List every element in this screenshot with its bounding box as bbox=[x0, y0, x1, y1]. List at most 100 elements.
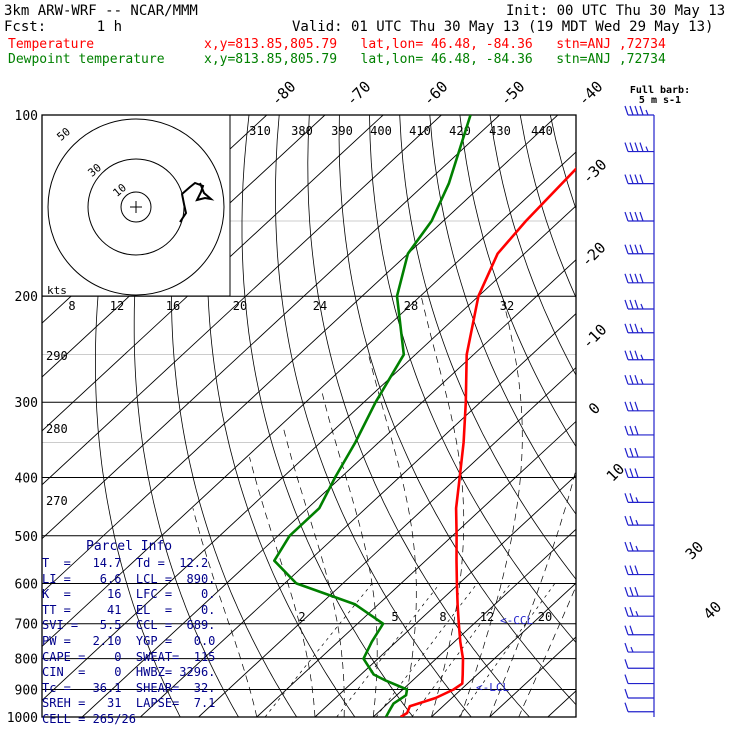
wind-barb bbox=[624, 174, 654, 185]
wind-barb-flag bbox=[624, 688, 629, 699]
dry-adiabat-line bbox=[241, 115, 414, 717]
wind-barb bbox=[624, 350, 654, 361]
wind-barb-flag bbox=[624, 374, 629, 385]
wind-barb-flag bbox=[634, 350, 639, 360]
hodograph-speed-label: 20 bbox=[233, 299, 247, 313]
wind-barb-flag bbox=[634, 565, 639, 575]
wind-barb-flag bbox=[624, 174, 629, 184]
parcel-row: SVI = 5.5 CCL = 689. bbox=[42, 618, 216, 633]
dry-adiabat-line bbox=[429, 115, 576, 515]
parcel-row: Tc = 36.1 SHEAR= 32. bbox=[42, 680, 216, 695]
wind-barb-half-flag bbox=[640, 378, 644, 385]
parcel-row: CELL = 265/26 bbox=[42, 711, 136, 726]
wind-barb bbox=[624, 105, 654, 116]
isotherm-line bbox=[42, 115, 442, 486]
isotherm-line bbox=[372, 528, 576, 717]
wind-barb bbox=[624, 587, 654, 597]
wind-barb-half-flag bbox=[635, 519, 639, 526]
isotherm-line bbox=[42, 205, 576, 701]
theta-label: 410 bbox=[409, 124, 431, 138]
hodograph-speed-label: 32 bbox=[500, 299, 514, 313]
temperature-legend-label: Temperature bbox=[8, 37, 95, 52]
model-title: 3km ARW-WRF -- NCAR/MMM bbox=[4, 3, 198, 19]
isotherm-label: -50 bbox=[497, 78, 529, 110]
parcel-row: CAPE = 0 SWEAT= 115 bbox=[42, 649, 216, 664]
forecast-hour: Fcst: 1 h bbox=[4, 19, 123, 35]
parcel-info-box: T = 14.7 Td = 12.2 LI = 6.6 LCL = 890. K… bbox=[42, 536, 230, 728]
wind-barb bbox=[624, 299, 654, 310]
wind-barb bbox=[624, 401, 654, 412]
wind-barb bbox=[624, 515, 654, 526]
wind-barb-half-flag bbox=[640, 303, 644, 310]
dewpoint-legend-label: Dewpoint temperature bbox=[8, 52, 165, 67]
parcel-info-title: Parcel Info bbox=[86, 539, 173, 554]
wind-barb bbox=[624, 425, 654, 436]
dry-adiabat-line bbox=[489, 115, 576, 376]
wind-barb-flag bbox=[629, 211, 634, 222]
isotherm-label: 30 bbox=[682, 538, 708, 564]
pressure-tick-label: 400 bbox=[15, 471, 38, 486]
wind-barb-flag bbox=[629, 587, 634, 597]
hodograph-trace bbox=[179, 181, 215, 223]
dry-adiabat-line bbox=[519, 115, 576, 299]
wind-barb bbox=[624, 493, 654, 503]
pressure-tick-label: 1000 bbox=[7, 711, 38, 726]
wind-barb-flag bbox=[624, 211, 629, 222]
dry-adiabat-line bbox=[275, 115, 472, 717]
wind-barb-flag bbox=[639, 273, 644, 283]
dry-adiabat-line bbox=[307, 115, 531, 717]
dry-adiabat-line bbox=[641, 115, 740, 730]
wind-barb-flag bbox=[624, 565, 629, 575]
pressure-tick-label: 200 bbox=[15, 290, 38, 305]
wind-barb-flag bbox=[624, 625, 629, 635]
dry-adiabat-line bbox=[611, 115, 740, 730]
wind-barb bbox=[624, 642, 654, 653]
hodograph-speed-label: 12 bbox=[110, 299, 124, 313]
wind-barb-flag bbox=[624, 642, 629, 653]
wind-barb-flag bbox=[629, 565, 634, 575]
moist-adiabat-line bbox=[321, 393, 378, 717]
hodograph-speed-label: 24 bbox=[313, 299, 327, 313]
wind-barb-flag bbox=[629, 515, 634, 526]
wind-barb bbox=[624, 447, 654, 458]
wind-barb bbox=[624, 659, 654, 669]
hodograph-speed-label: 16 bbox=[166, 299, 180, 313]
wind-barb-flag bbox=[629, 493, 634, 503]
wind-barb-flag bbox=[624, 606, 629, 617]
theta-label: 400 bbox=[370, 124, 392, 138]
wind-barb bbox=[624, 606, 654, 617]
isotherm-label: -80 bbox=[268, 78, 300, 110]
dry-adiabat-side-label: 270 bbox=[46, 494, 68, 508]
lcl-marker: <-LCL bbox=[476, 681, 509, 694]
wind-barb-flag bbox=[634, 299, 639, 310]
parcel-row: T = 14.7 Td = 12.2 bbox=[42, 556, 209, 570]
isotherm-line bbox=[42, 115, 384, 432]
dry-adiabat-line bbox=[731, 115, 740, 730]
wind-barb-flag bbox=[624, 587, 629, 597]
wind-barb-flag bbox=[629, 625, 634, 635]
dewpoint-location: x,y=813.85,805.79 lat,lon= 46.48, -84.36… bbox=[204, 52, 666, 67]
isotherm-label: -10 bbox=[579, 321, 611, 353]
parcel-row: SREH = 31 LAPSE= 7.1 bbox=[42, 696, 216, 711]
mixing-ratio-line bbox=[411, 583, 511, 717]
moist-adiabat-line bbox=[249, 457, 316, 717]
dry-adiabat-line bbox=[206, 115, 356, 717]
dry-adiabat-line bbox=[580, 115, 740, 730]
wind-barb-flag bbox=[629, 447, 634, 458]
wind-barb bbox=[624, 211, 654, 222]
wind-barb-flag bbox=[624, 350, 629, 360]
mixing-ratio-label: 5 bbox=[391, 610, 398, 624]
moist-adiabat-line bbox=[282, 427, 345, 717]
wind-barb-flag bbox=[639, 174, 644, 184]
mixing-ratio-label: 2 bbox=[298, 610, 305, 624]
dry-adiabat-line bbox=[369, 115, 576, 644]
wind-barb-flag bbox=[639, 211, 644, 222]
pressure-tick-label: 300 bbox=[15, 396, 38, 411]
dry-adiabat-line bbox=[399, 115, 576, 580]
isotherm-label: -70 bbox=[343, 78, 375, 110]
theta-label: 390 bbox=[331, 124, 353, 138]
mixing-ratio-label: 20 bbox=[538, 610, 552, 624]
wind-barb-flag bbox=[629, 299, 634, 310]
wind-barb-half-flag bbox=[645, 109, 649, 116]
